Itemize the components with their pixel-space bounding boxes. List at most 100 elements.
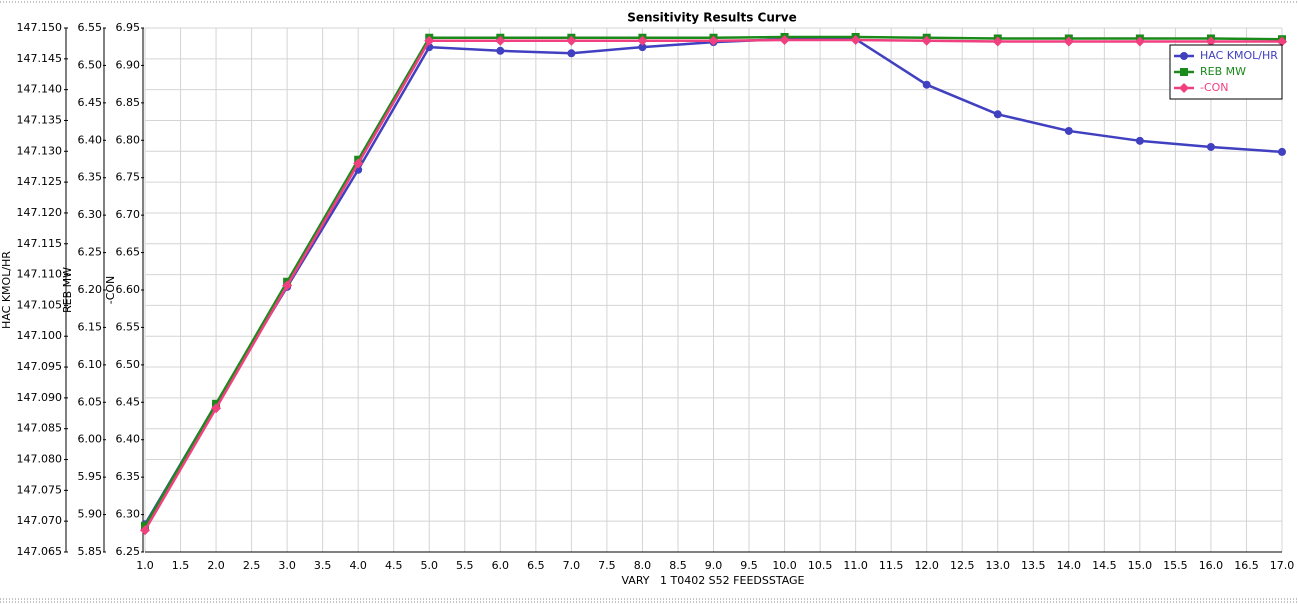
x-tick-label: 13.5 bbox=[1021, 559, 1046, 572]
marker bbox=[567, 49, 576, 58]
x-tick-label: 10.0 bbox=[772, 559, 797, 572]
y-tick-label: 147.145 bbox=[17, 52, 63, 65]
y-tick-label: 147.140 bbox=[17, 83, 63, 96]
y-tick-label: 147.100 bbox=[17, 329, 63, 342]
marker bbox=[992, 36, 1003, 47]
x-tick-label: 2.0 bbox=[207, 559, 225, 572]
y-tick-label: 147.070 bbox=[17, 514, 63, 527]
y2-axis-label: REB MW bbox=[61, 267, 74, 313]
marker bbox=[566, 35, 577, 46]
y3-tick-label: 6.55 bbox=[116, 320, 141, 333]
x-tick-label: 10.5 bbox=[808, 559, 833, 572]
marker bbox=[993, 110, 1002, 119]
marker bbox=[140, 525, 150, 536]
x-tick-label: 11.0 bbox=[843, 559, 868, 572]
legend-label: -CON bbox=[1200, 81, 1229, 94]
x-tick-label: 6.5 bbox=[527, 559, 545, 572]
y2-tick-label: 6.50 bbox=[78, 58, 103, 71]
marker bbox=[850, 34, 861, 45]
y2-tick-label: 6.30 bbox=[78, 208, 103, 221]
y2-tick-label: 6.15 bbox=[78, 320, 103, 333]
y-tick-label: 147.130 bbox=[17, 144, 63, 157]
y-tick-label: 147.110 bbox=[17, 268, 63, 281]
y-tick-label: 147.065 bbox=[17, 545, 63, 558]
marker bbox=[1206, 142, 1215, 151]
y2-tick-label: 5.90 bbox=[78, 508, 103, 521]
y-tick-label: 147.090 bbox=[17, 391, 63, 404]
x-tick-label: 3.0 bbox=[278, 559, 296, 572]
x-tick-label: 7.5 bbox=[598, 559, 616, 572]
marker bbox=[1134, 36, 1145, 47]
y3-tick-label: 6.30 bbox=[116, 508, 141, 521]
x-tick-label: 15.0 bbox=[1128, 559, 1153, 572]
y2-tick-label: 5.95 bbox=[78, 470, 103, 483]
x-tick-label: 12.5 bbox=[950, 559, 975, 572]
marker bbox=[1063, 36, 1074, 47]
y-tick-label: 147.115 bbox=[17, 237, 63, 250]
marker bbox=[922, 80, 931, 89]
x-tick-label: 13.0 bbox=[986, 559, 1011, 572]
x-tick-label: 8.5 bbox=[669, 559, 687, 572]
y-tick-label: 147.150 bbox=[17, 21, 63, 34]
x-tick-label: 15.5 bbox=[1163, 559, 1188, 572]
y2-tick-label: 6.00 bbox=[78, 433, 103, 446]
y3-tick-label: 6.75 bbox=[116, 171, 141, 184]
x-tick-label: 4.0 bbox=[349, 559, 367, 572]
x-tick-label: 16.0 bbox=[1199, 559, 1224, 572]
marker bbox=[282, 280, 293, 291]
y2-tick-label: 6.35 bbox=[78, 171, 103, 184]
y2-tick-label: 6.25 bbox=[78, 246, 103, 259]
y3-tick-label: 6.35 bbox=[116, 470, 141, 483]
marker bbox=[921, 35, 932, 46]
marker bbox=[1180, 68, 1188, 76]
marker bbox=[779, 34, 790, 45]
y3-tick-label: 6.25 bbox=[116, 545, 141, 558]
chart-title: Sensitivity Results Curve bbox=[627, 11, 797, 25]
y-tick-label: 147.120 bbox=[17, 206, 63, 219]
marker bbox=[496, 46, 505, 55]
x-tick-label: 4.5 bbox=[385, 559, 403, 572]
y-tick-label: 147.125 bbox=[17, 175, 63, 188]
x-tick-label: 14.0 bbox=[1057, 559, 1082, 572]
y2-tick-label: 6.05 bbox=[78, 395, 103, 408]
marker bbox=[708, 35, 719, 46]
x-tick-label: 11.5 bbox=[879, 559, 904, 572]
x-axis-label: VARY 1 T0402 S52 FEEDSSTAGE bbox=[621, 574, 804, 587]
y2-tick-label: 5.85 bbox=[78, 545, 103, 558]
y-tick-label: 147.135 bbox=[17, 113, 63, 126]
x-tick-label: 6.0 bbox=[492, 559, 510, 572]
y3-tick-label: 6.85 bbox=[116, 96, 141, 109]
y3-axis-label: -CON bbox=[104, 276, 117, 305]
marker bbox=[638, 43, 647, 52]
x-tick-label: 5.0 bbox=[421, 559, 439, 572]
x-tick-label: 5.5 bbox=[456, 559, 474, 572]
marker bbox=[1277, 36, 1287, 47]
marker bbox=[1278, 147, 1286, 156]
y-tick-label: 147.075 bbox=[17, 483, 63, 496]
y3-tick-label: 6.90 bbox=[116, 58, 141, 71]
y3-tick-label: 6.45 bbox=[116, 395, 141, 408]
x-tick-label: 14.5 bbox=[1092, 559, 1117, 572]
x-tick-label: 16.5 bbox=[1234, 559, 1259, 572]
x-tick-label: 7.0 bbox=[563, 559, 581, 572]
y3-tick-label: 6.65 bbox=[116, 246, 141, 259]
y3-tick-label: 6.95 bbox=[116, 21, 141, 34]
y3-tick-label: 6.40 bbox=[116, 433, 141, 446]
y-tick-label: 147.080 bbox=[17, 453, 63, 466]
y3-tick-label: 6.50 bbox=[116, 358, 141, 371]
marker bbox=[1180, 52, 1188, 60]
y3-tick-label: 6.80 bbox=[116, 133, 141, 146]
y2-tick-label: 6.10 bbox=[78, 358, 103, 371]
legend-label: HAC KMOL/HR bbox=[1200, 49, 1278, 62]
y2-tick-label: 6.55 bbox=[78, 21, 103, 34]
x-tick-label: 2.5 bbox=[243, 559, 261, 572]
x-tick-label: 1.0 bbox=[136, 559, 154, 572]
x-tick-label: 12.0 bbox=[914, 559, 939, 572]
marker bbox=[1135, 136, 1144, 145]
x-tick-label: 8.0 bbox=[634, 559, 652, 572]
y-tick-label: 147.085 bbox=[17, 422, 63, 435]
x-tick-label: 9.0 bbox=[705, 559, 723, 572]
y3-tick-label: 6.60 bbox=[116, 283, 141, 296]
